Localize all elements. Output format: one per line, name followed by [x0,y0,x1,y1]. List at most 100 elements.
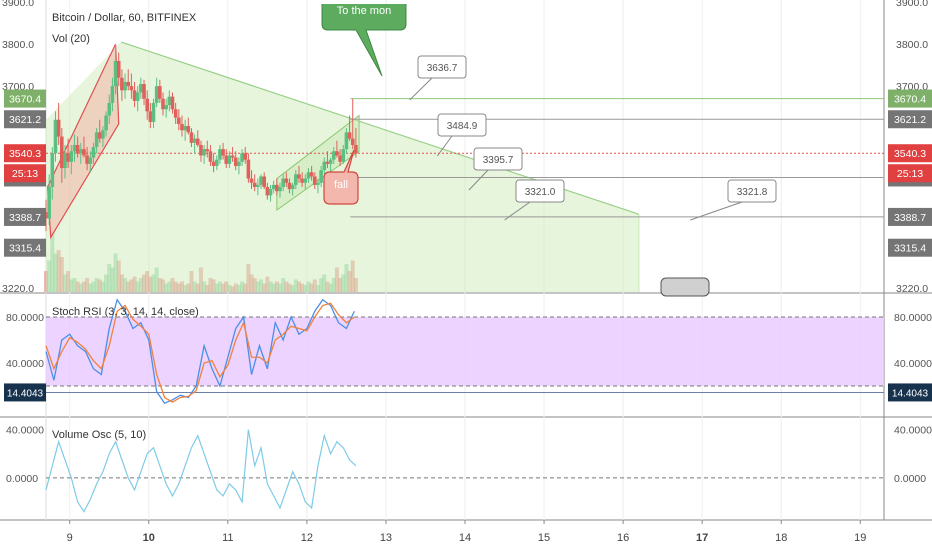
price-tag-left-text: 3621.2 [9,114,41,126]
volume-bar [138,278,143,292]
y-tick-label-left: 3900.0 [2,0,34,9]
price-tag-right-text: 3670.4 [894,94,926,106]
candle-body [344,132,349,150]
candle-body [97,132,102,139]
volume-bar [344,264,349,292]
volume-bar [154,267,159,292]
stoch-last-tag-right [888,383,932,402]
countdown-tag-left [4,164,46,183]
candle-body [252,182,257,187]
volume-bar [268,281,273,292]
price-tag-right [888,110,932,129]
volume-bar [53,253,58,292]
volume-bar [243,283,248,292]
volume-bar [303,285,308,292]
descending-triangle-fill [46,42,639,292]
price-tag-left [4,110,46,129]
volume-osc-label: Volume Osc (5, 10) [52,429,146,441]
price-tag-right [888,238,932,257]
candle-body [284,178,289,183]
candle-body [85,155,89,164]
candle-body [75,144,80,154]
price-tag-right-text: 3388.7 [894,212,926,224]
candle-body [192,138,197,143]
volume-bar [347,271,352,292]
candle-body [319,170,323,183]
candle-body [72,144,77,152]
price-tag-right-text: 3540.3 [894,148,926,160]
candle-body [63,153,67,169]
candle-body [240,153,244,162]
stoch-last-tag-left-text: 14.4043 [7,388,44,399]
candle-body [170,96,175,110]
price-tag-right-text: 3621.2 [894,114,926,126]
volume-bar [69,279,74,292]
stoch-last-tag-left [4,383,46,402]
volume-bar [214,283,219,292]
price-tag-left [4,238,46,257]
x-tick-label: 13 [380,532,392,544]
candle-body [309,172,314,177]
volume-bar [62,274,67,292]
volume-bar [59,257,64,292]
price-tag-left-text: 3388.7 [9,212,41,224]
volume-bar [236,285,241,292]
volume-bar [249,274,254,292]
stoch-y-tick-left: 80.0000 [6,312,44,324]
x-tick-label: 12 [301,532,313,544]
price-tag-left-text: 3540.3 [9,148,41,160]
callout-pointer [468,169,489,191]
volume-bar [252,278,257,292]
candle-body [135,92,140,101]
candle-body [221,149,225,156]
candle-body [354,144,358,154]
volume-bar [198,267,203,292]
volume-bar [72,278,77,292]
volume-bar [217,281,222,292]
labels: Bitcoin / Dollar, 60, BITFINEX Vol (20) … [52,12,199,441]
candle-body [123,81,127,91]
volume-bar [309,283,314,292]
candle-body [328,159,333,164]
volume-bar [100,281,105,292]
candle-body [294,174,298,185]
candle-body [116,60,121,78]
volume-bar [233,283,238,292]
volume-bar [78,283,83,292]
countdown-tag-right [888,164,932,183]
candle-body [167,96,172,106]
stoch-last-tag-right-text: 14.4043 [892,388,929,399]
countdown-tag-right-text: 25:13 [897,168,923,180]
candle-body [151,102,156,122]
candle-body [120,77,124,91]
price-tag-left [4,89,46,108]
candle-body [164,105,168,110]
volume-bar [183,285,188,292]
volume-bar [56,250,61,292]
stoch-y-tick-left: 40.0000 [6,358,44,370]
stoch-y-tick-right: 80.0000 [894,312,932,324]
volume-bar [281,278,286,292]
candle-body [300,178,304,183]
candle-body [335,151,339,156]
callout-box [437,113,487,137]
candle-body [142,84,146,99]
volume-bar [246,264,251,292]
volume-bar [221,283,226,292]
volume-bar [259,279,264,292]
balloon-to-the-moon [321,4,407,77]
candle-body [246,159,251,179]
ascending-channel [276,114,360,212]
candle-body [78,149,83,154]
y-tick-label-right: 3900.0 [896,0,928,9]
price-tag-right-text: 3315.4 [894,243,926,255]
candle-body [249,178,254,183]
volume-bar [322,274,327,292]
volume-bar [142,274,147,292]
callout-box [727,179,777,203]
candle-body [287,182,292,190]
x-tick-label: 10 [143,532,155,544]
candle-body [205,149,210,152]
volume-bar [328,283,333,292]
y-tick-label-right: 3800.0 [896,39,928,51]
